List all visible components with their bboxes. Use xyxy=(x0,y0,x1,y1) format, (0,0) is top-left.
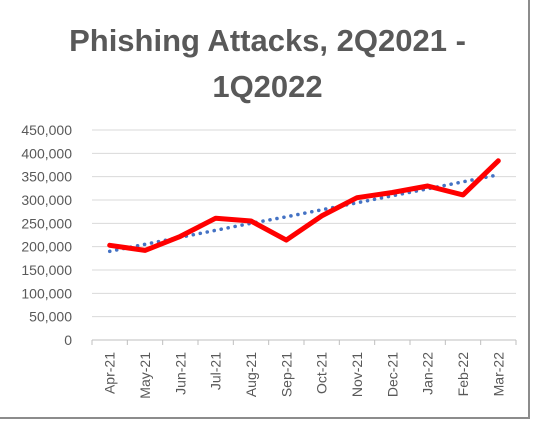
x-tick-label: Mar-22 xyxy=(490,352,506,397)
y-tick-label: 200,000 xyxy=(21,239,72,255)
y-tick-label: 0 xyxy=(64,332,72,348)
x-tick-label: Jul-21 xyxy=(208,352,224,390)
trendline-series-line xyxy=(107,173,501,254)
y-tick-label: 250,000 xyxy=(21,215,72,231)
gridlines xyxy=(92,129,516,341)
x-tick-label: Jun-21 xyxy=(172,352,188,395)
phishing-attacks-series-line xyxy=(107,158,501,253)
y-tick-label: 450,000 xyxy=(21,122,72,138)
y-axis-tick-labels: 0 50,000 100,000 150,000 200,000 250,000 300,0… xyxy=(21,122,72,348)
x-tick-label: Oct-21 xyxy=(314,352,330,394)
x-tick-label: Aug-21 xyxy=(243,352,259,397)
y-tick-label: 300,000 xyxy=(21,192,72,208)
x-tick-label: Dec-21 xyxy=(384,352,400,397)
x-tick-label: Jan-22 xyxy=(420,352,436,395)
y-tick-label: 100,000 xyxy=(21,285,72,301)
x-tick-label: Nov-21 xyxy=(349,352,365,397)
x-tick-label: Sep-21 xyxy=(278,352,294,397)
chart-title: Phishing Attacks, 2Q2021 - 1Q2022 xyxy=(69,23,466,104)
x-tick-label: Apr-21 xyxy=(102,352,118,394)
series-lines xyxy=(107,158,501,254)
x-tick-label: Feb-22 xyxy=(455,352,471,397)
y-tick-label: 50,000 xyxy=(29,309,72,325)
y-tick-label: 150,000 xyxy=(21,262,72,278)
x-tick-label: May-21 xyxy=(137,352,153,399)
x-axis-tick-labels: Apr-21 May-21 Jun-21 Jul-21 Aug-21 Sep-21 Oct-… xyxy=(91,340,517,399)
chart-frame xyxy=(0,0,530,419)
y-tick-label: 350,000 xyxy=(21,169,72,185)
y-tick-label: 400,000 xyxy=(21,145,72,161)
